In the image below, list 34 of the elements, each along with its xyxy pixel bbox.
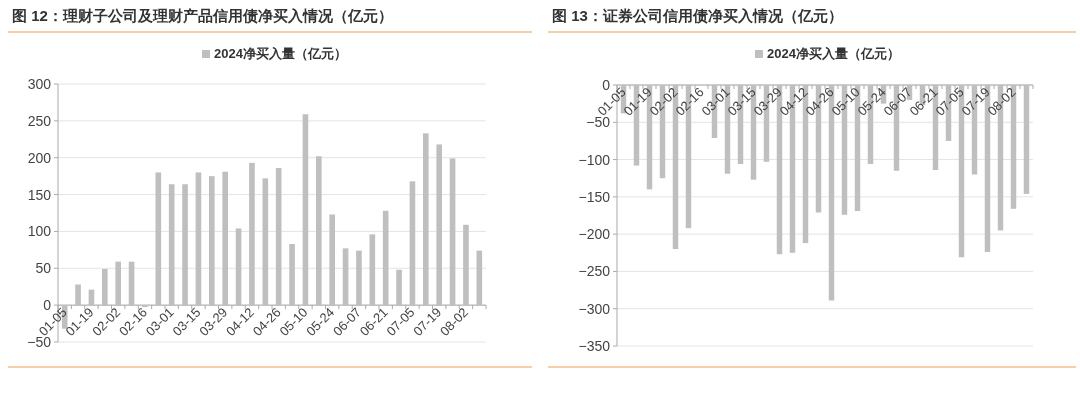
bar	[396, 269, 402, 306]
bar	[222, 171, 228, 306]
y-tick-label: −300	[578, 300, 611, 317]
bar	[463, 224, 469, 306]
bar	[329, 214, 335, 306]
y-tick-label: −350	[578, 338, 611, 354]
bar	[289, 243, 295, 306]
y-tick-label: 100	[27, 223, 52, 240]
y-tick-label: −50	[27, 334, 52, 350]
chart-title: 图 12：理财子公司及理财产品信用债净买入情况（亿元）	[12, 7, 393, 24]
y-tick-label: −100	[578, 151, 611, 168]
y-tick-label: 50	[35, 260, 52, 277]
y-tick-label: 250	[27, 112, 52, 129]
bar	[316, 156, 322, 306]
chart-title: 图 13：证券公司信用债净买入情况（亿元）	[552, 7, 843, 24]
bar	[423, 133, 429, 306]
bar	[102, 269, 108, 306]
y-tick-label: −150	[578, 188, 611, 205]
legend-label: 2024净买入量（亿元）	[767, 46, 900, 61]
y-tick-label: 150	[27, 186, 52, 203]
y-tick-label: −50	[586, 114, 611, 131]
y-tick-label: −200	[578, 226, 611, 243]
bar	[115, 261, 121, 306]
bar	[436, 144, 442, 306]
bar	[209, 176, 215, 306]
y-tick-label: 300	[27, 76, 52, 92]
legend-label: 2024净买入量（亿元）	[214, 46, 347, 61]
bar	[142, 305, 148, 308]
bar	[75, 284, 81, 306]
y-tick-label: 200	[27, 149, 52, 166]
bar	[182, 184, 188, 306]
bar	[356, 250, 362, 306]
bar	[249, 162, 255, 306]
y-tick-label: −250	[578, 263, 611, 280]
